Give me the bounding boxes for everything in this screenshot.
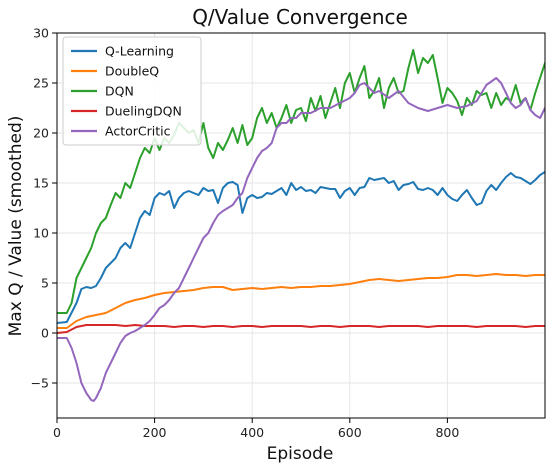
axis-ticks: 0 200 400 600 800 −5 0 5 10 15 20 25 30 bbox=[31, 26, 460, 441]
legend-label-doubleq: DoubleQ bbox=[105, 64, 159, 79]
legend-label-dqn: DQN bbox=[105, 84, 134, 99]
chart-title: Q/Value Convergence bbox=[192, 5, 408, 29]
x-tick-label: 600 bbox=[338, 425, 362, 440]
series-line-duelingdqn bbox=[57, 324, 545, 334]
series-line-doubleq bbox=[57, 273, 545, 329]
y-tick-label: 25 bbox=[33, 76, 49, 91]
series-line-actorcritic bbox=[57, 77, 545, 402]
x-tick-label: 400 bbox=[240, 425, 264, 440]
series-line-q-learning bbox=[57, 171, 545, 324]
legend-label-q-learning: Q-Learning bbox=[105, 44, 174, 59]
y-tick-label: 10 bbox=[33, 226, 49, 241]
y-tick-label: 15 bbox=[33, 176, 49, 191]
y-tick-label: −5 bbox=[31, 376, 49, 391]
legend-label-actorcritic: ActorCritic bbox=[105, 124, 171, 139]
y-tick-label: 30 bbox=[33, 26, 49, 41]
legend: Q-Learning DoubleQ DQN DuelingDQN ActorCriti… bbox=[62, 36, 202, 146]
y-tick-label: 5 bbox=[41, 276, 49, 291]
series-layer bbox=[57, 49, 545, 402]
y-axis-title: Max Q / Value (smoothed) bbox=[6, 116, 26, 337]
x-tick-label: 800 bbox=[435, 425, 459, 440]
x-tick-label: 0 bbox=[53, 425, 61, 440]
grid bbox=[56, 32, 545, 418]
y-tick-label: 0 bbox=[41, 326, 49, 341]
legend-box bbox=[62, 36, 202, 146]
legend-label-duelingdqn: DuelingDQN bbox=[105, 104, 182, 119]
x-axis-title: Episode bbox=[267, 444, 334, 464]
y-tick-label: 20 bbox=[33, 126, 49, 141]
plot-frame bbox=[56, 32, 546, 419]
x-tick-label: 200 bbox=[143, 425, 167, 440]
